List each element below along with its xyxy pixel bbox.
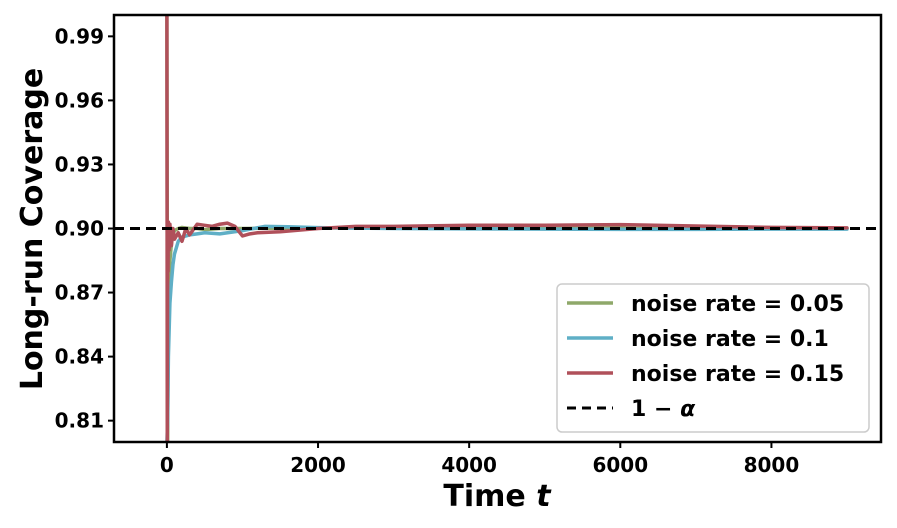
- x-tick-label: 4000: [441, 453, 497, 477]
- legend-label-2: noise rate = 0.1: [631, 327, 829, 352]
- legend-entries: noise rate = 0.05 noise rate = 0.1 noise r…: [567, 292, 844, 387]
- x-axis-ticks: 0 2000 4000 6000 8000: [160, 442, 799, 477]
- y-tick-label: 0.96: [55, 88, 104, 112]
- legend-label-reference-main: 1 −: [631, 397, 680, 422]
- y-tick-label: 0.87: [55, 281, 104, 305]
- y-axis-ticks: 0.81 0.84 0.87 0.90 0.93 0.96 0.99: [55, 24, 114, 433]
- y-axis-title: Long-run Coverage: [15, 68, 50, 390]
- y-tick-label: 0.84: [55, 345, 104, 369]
- x-tick-label: 2000: [290, 453, 346, 477]
- series-line-3: [165, 15, 849, 442]
- x-axis-title: Time t: [443, 479, 552, 514]
- x-tick-label: 0: [160, 453, 174, 477]
- legend-box: [556, 283, 870, 433]
- y-tick-label: 0.81: [55, 409, 104, 433]
- x-tick-label: 6000: [592, 453, 648, 477]
- legend-label-1: noise rate = 0.05: [631, 292, 844, 317]
- y-tick-label: 0.99: [55, 24, 104, 48]
- legend: noise rate = 0.05 noise rate = 0.1 noise r…: [556, 283, 870, 433]
- legend-label-reference-variable: α: [680, 397, 696, 422]
- legend-label-reference: 1 − α: [631, 397, 696, 422]
- x-axis-title-main: Time: [443, 479, 536, 514]
- x-axis-title-variable: t: [536, 479, 552, 514]
- x-tick-label: 8000: [744, 453, 800, 477]
- series-line-2: [165, 224, 849, 442]
- y-tick-label: 0.93: [55, 152, 104, 176]
- y-tick-label: 0.90: [55, 217, 104, 241]
- legend-label-3: noise rate = 0.15: [631, 362, 844, 387]
